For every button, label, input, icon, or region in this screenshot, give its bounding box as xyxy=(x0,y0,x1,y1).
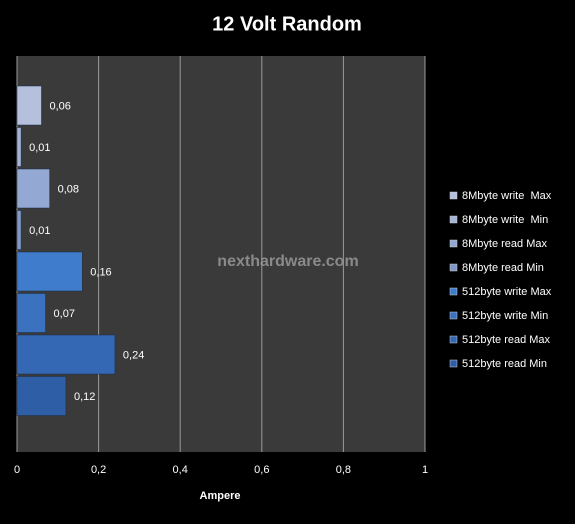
bar xyxy=(16,376,67,416)
data-label: 0,01 xyxy=(29,225,50,237)
x-tick-label: 0 xyxy=(14,464,20,476)
legend-label: 8Mbyte read Max xyxy=(462,238,547,250)
watermark: nexthardware.com xyxy=(217,253,358,270)
data-label: 0,06 xyxy=(49,100,70,112)
x-tick-label: 1 xyxy=(422,464,428,476)
bar xyxy=(16,127,22,167)
legend-swatch xyxy=(449,191,458,200)
data-label: 0,07 xyxy=(54,308,75,320)
legend-label: 8Mbyte write Min xyxy=(462,214,548,226)
legend-label: 512byte write Max xyxy=(462,286,552,298)
legend-swatch xyxy=(449,359,458,368)
bar xyxy=(16,293,46,333)
data-label: 0,08 xyxy=(58,183,79,195)
chart-title: 12 Volt Random xyxy=(212,13,362,35)
legend-swatch xyxy=(449,215,458,224)
x-tick-label: 0,8 xyxy=(336,464,351,476)
data-label: 0,24 xyxy=(123,349,144,361)
legend-swatch xyxy=(449,311,458,320)
legend-label: 8Mbyte read Min xyxy=(462,262,544,274)
data-label: 0,16 xyxy=(90,266,111,278)
data-label: 0,12 xyxy=(74,391,95,403)
legend-swatch xyxy=(449,287,458,296)
x-tick-label: 0,4 xyxy=(173,464,188,476)
data-label: 0,01 xyxy=(29,142,50,154)
x-tick-label: 0,2 xyxy=(91,464,106,476)
legend-label: 512byte read Min xyxy=(462,358,547,370)
bar xyxy=(16,334,116,375)
bar xyxy=(16,210,22,250)
bar xyxy=(16,168,50,209)
legend-label: 8Mbyte write Max xyxy=(462,190,552,202)
legend-label: 512byte read Max xyxy=(462,334,551,346)
legend-swatch xyxy=(449,263,458,272)
bar xyxy=(16,85,42,126)
legend-swatch xyxy=(449,239,458,248)
legend-swatch xyxy=(449,335,458,344)
legend-label: 512byte write Min xyxy=(462,310,548,322)
x-axis-label: Ampere xyxy=(200,490,241,502)
x-tick-label: 0,6 xyxy=(254,464,269,476)
bar xyxy=(16,251,83,292)
plot-area xyxy=(17,56,425,452)
